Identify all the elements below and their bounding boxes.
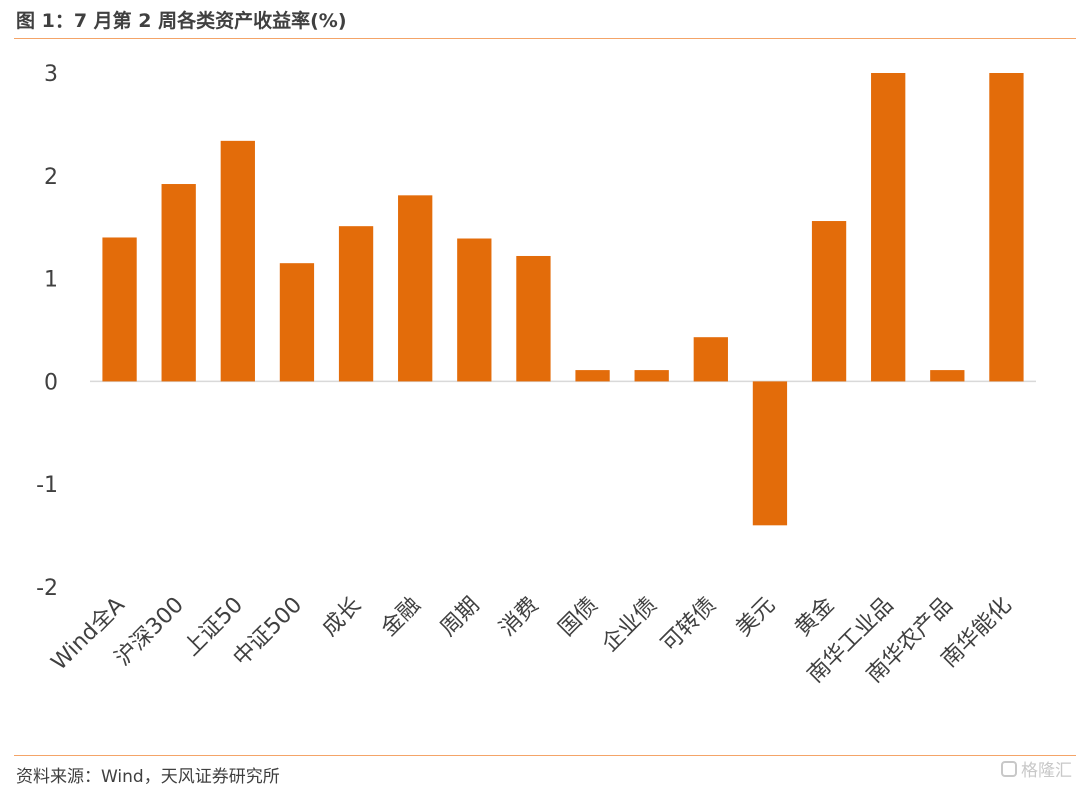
- bar-13: [871, 73, 906, 382]
- x-category-label: 周期: [436, 593, 485, 642]
- source-note: 资料来源：Wind，天风证券研究所: [16, 767, 280, 787]
- bar-4: [338, 226, 374, 382]
- bar-1: [161, 184, 196, 382]
- x-category-label: 国债: [554, 593, 603, 642]
- watermark: 格隆汇: [1001, 756, 1072, 781]
- y-tick-label: -2: [36, 576, 58, 601]
- bar-5: [398, 195, 433, 382]
- x-category-label: 企业债: [598, 593, 662, 657]
- x-category-label: 金融: [377, 593, 426, 642]
- x-category-label: Wind全A: [47, 593, 130, 676]
- bar-15: [989, 73, 1024, 382]
- x-category-label: 消费: [495, 593, 544, 642]
- bar-11: [752, 381, 788, 526]
- chart-title: 图 1：7 月第 2 周各类资产收益率(%): [16, 10, 347, 32]
- bar-8: [575, 370, 610, 382]
- bar-14: [930, 370, 965, 382]
- bar-9: [634, 370, 669, 382]
- y-tick-label: 0: [44, 370, 58, 395]
- bar-2: [220, 140, 255, 382]
- x-category-label: 成长: [318, 593, 367, 642]
- bar-12: [811, 221, 847, 382]
- x-category-label: 可转债: [657, 593, 721, 657]
- bar-6: [457, 238, 492, 382]
- x-category-label: 黄金: [791, 593, 840, 642]
- y-tick-label: 2: [44, 165, 58, 190]
- y-tick-label: 3: [44, 62, 58, 87]
- x-category-label: 美元: [731, 593, 780, 642]
- watermark-logo-icon: [1001, 760, 1017, 777]
- y-axis-ticks: -2 -1 0 1 2 3: [36, 62, 58, 601]
- bar-7: [516, 255, 551, 382]
- title-divider: [14, 38, 1076, 39]
- bar-3: [279, 263, 315, 382]
- bars: [102, 73, 1024, 526]
- bar-0: [102, 237, 137, 382]
- y-tick-label: 1: [44, 268, 58, 293]
- bar-10: [693, 337, 728, 382]
- footer-divider: [14, 755, 1076, 756]
- watermark-text: 格隆汇: [1021, 761, 1072, 781]
- y-tick-label: -1: [36, 473, 58, 498]
